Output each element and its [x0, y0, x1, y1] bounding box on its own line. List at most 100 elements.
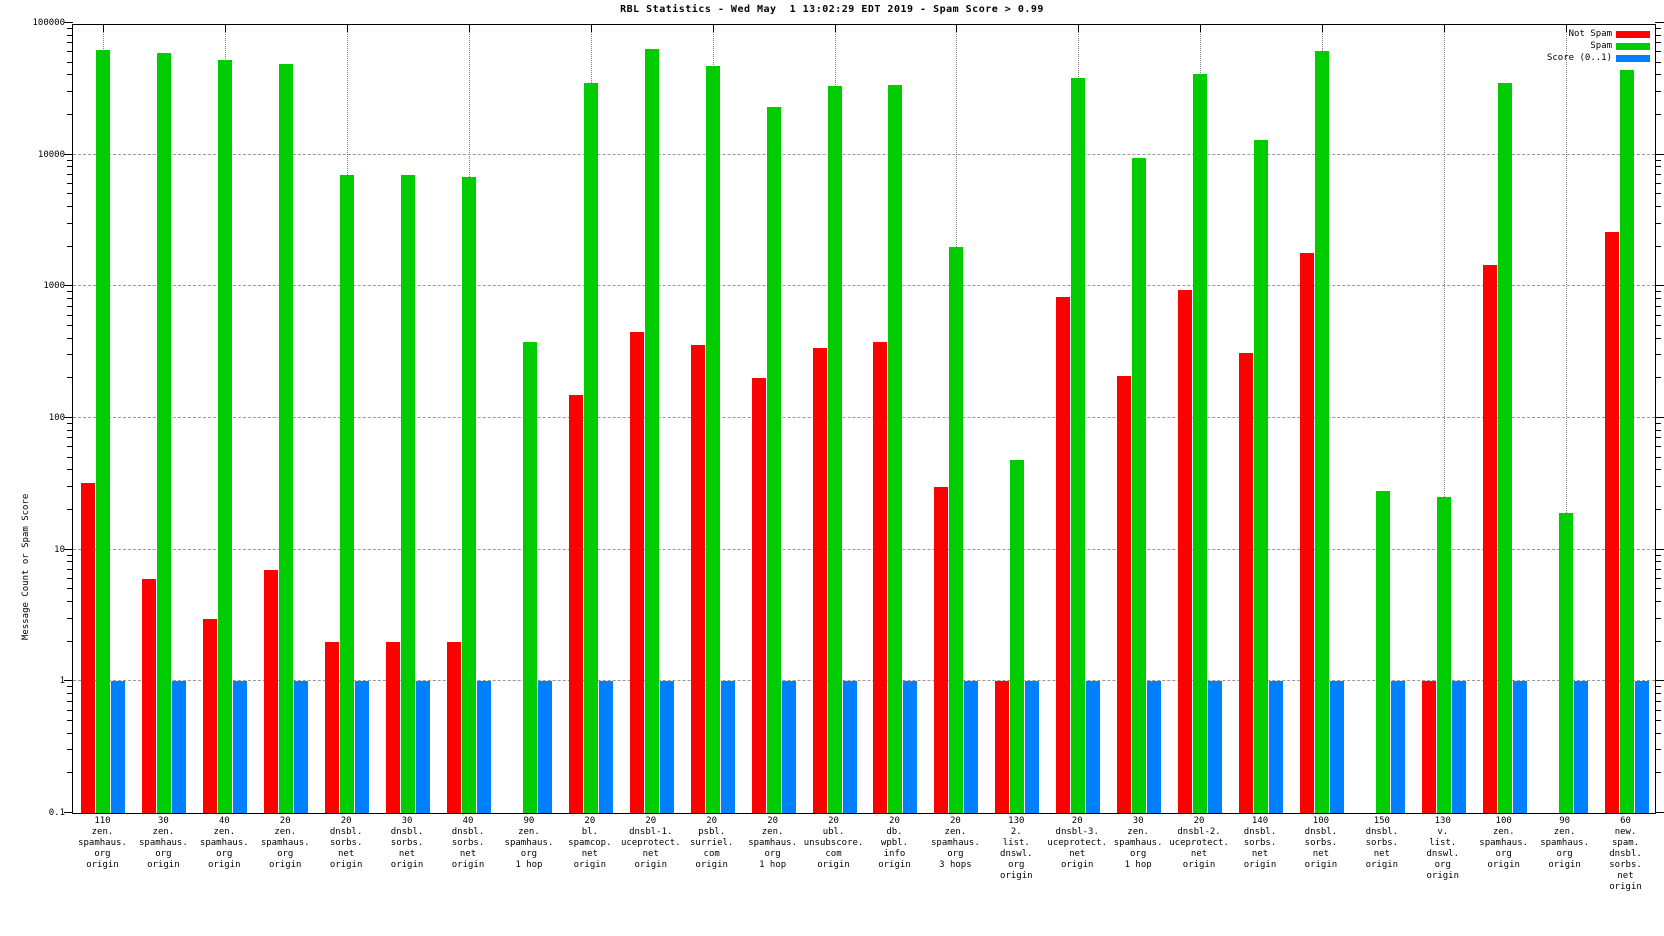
bar-group [873, 25, 918, 813]
bar-spam [1619, 69, 1634, 813]
y-axis-tick-minor [1655, 749, 1661, 751]
y-axis-tick-minor [1655, 377, 1661, 379]
bar-notspam [142, 578, 157, 813]
legend-swatch [1616, 42, 1650, 50]
bar-score [1451, 681, 1466, 813]
x-axis-tick [1566, 25, 1567, 32]
bar-group [1239, 25, 1283, 813]
bar-score [172, 681, 187, 813]
bar-notspam [568, 394, 583, 813]
legend-label: Score (0..1) [1546, 53, 1612, 63]
y-axis-tick-label: 100000 [32, 18, 65, 28]
y-axis-tick-minor [1655, 90, 1661, 92]
x-axis-tick-label: 20 dnsbl. sorbs. net origin [329, 816, 363, 870]
bar-notspam [1239, 353, 1253, 813]
x-axis-tick-label: 130 2. list. dnswl. org origin [1000, 816, 1033, 881]
x-axis-tick-label: 90 zen. spamhaus. org 1 hop [504, 816, 554, 870]
y-axis-tick-minor [67, 617, 73, 619]
y-axis-tick-minor [1655, 446, 1661, 448]
y-axis-tick-minor [1655, 719, 1661, 721]
y-axis-tick-minor [67, 554, 73, 556]
y-axis-tick-minor [67, 569, 73, 571]
y-axis-tick [1655, 417, 1664, 418]
y-axis-tick-minor [1655, 305, 1661, 307]
bar-score [781, 681, 796, 813]
y-axis-tick-label: 1 [59, 676, 65, 687]
y-axis-tick-label: 100 [48, 413, 65, 423]
bar-notspam [995, 681, 1010, 813]
bar-spam [888, 84, 903, 813]
bar-score [1147, 681, 1162, 813]
y-axis-tick-minor [1655, 298, 1661, 300]
y-axis-tick-minor [1655, 456, 1661, 458]
y-axis-tick-minor [1655, 429, 1661, 431]
y-axis-tick-minor [1655, 561, 1661, 563]
y-axis-tick-minor [67, 90, 73, 92]
bar-notspam [751, 378, 766, 813]
x-axis-tick-label: 20 psbl. surriel. com origin [690, 816, 734, 870]
y-axis-tick-minor [67, 561, 73, 563]
y-axis-tick-minor [67, 206, 73, 208]
legend-label: Not Spam [1568, 29, 1612, 39]
y-axis-tick-label: 1000 [43, 281, 65, 292]
x-axis-tick-label: 110 zen. spamhaus. org origin [78, 816, 127, 870]
bar-spam [644, 49, 659, 813]
y-axis-tick-minor [67, 772, 73, 774]
y-axis-tick-minor [1655, 206, 1661, 208]
gridline [73, 153, 1655, 155]
y-axis-tick-minor [1655, 74, 1661, 76]
x-axis-tick-label: 100 dnsbl. sorbs. net origin [1304, 816, 1338, 870]
bar-group [325, 25, 370, 813]
legend-swatch [1616, 30, 1650, 38]
bar-score [233, 681, 248, 813]
bar-notspam [873, 342, 888, 813]
bar-spam [583, 83, 598, 813]
bar-group [812, 25, 857, 813]
bar-spam [1071, 78, 1086, 813]
y-axis-tick-minor [67, 485, 73, 487]
x-axis-tick-label: 30 zen. spamhaus. org 1 hop [1113, 816, 1163, 870]
bar-group [508, 25, 552, 813]
y-axis-tick [1655, 22, 1664, 23]
x-axis-tick-label: 20 bl. spamcop. net origin [568, 816, 612, 870]
x-axis-tick [1444, 25, 1445, 32]
y-axis-tick-minor [67, 222, 73, 224]
y-axis-tick-minor [67, 423, 73, 425]
y-axis-tick-minor [1655, 640, 1661, 642]
bar-score [659, 681, 674, 813]
gridline [73, 417, 1655, 418]
y-axis-tick-minor [67, 509, 73, 511]
gridline [73, 548, 1655, 550]
y-axis-tick-minor [67, 577, 73, 579]
x-axis-tick [103, 25, 104, 32]
x-axis-tick-label: 90 zen. spamhaus. org origin [1540, 816, 1589, 870]
y-axis-tick-label: 0.1 [48, 808, 65, 818]
bar-spam [1314, 51, 1329, 813]
bar-spam [401, 175, 416, 813]
x-axis-tick-label: 30 dnsbl. sorbs. net origin [390, 816, 424, 870]
y-axis-title-wrap: Message Count or Spam Score [12, 0, 32, 790]
bar-group [1056, 25, 1101, 813]
y-axis-tick-minor [1655, 291, 1661, 293]
x-axis-tick [1200, 25, 1201, 32]
bar-notspam [629, 332, 644, 813]
bar-notspam [1421, 681, 1436, 813]
y-axis-tick-minor [67, 159, 73, 161]
y-axis-tick-minor [1655, 732, 1661, 734]
bar-notspam [934, 486, 949, 813]
y-axis-tick-minor [1655, 182, 1661, 184]
bar-score [111, 681, 126, 813]
bar-group [629, 25, 674, 813]
bar-group [1544, 25, 1588, 813]
y-axis-tick-minor [1655, 34, 1661, 36]
y-axis-tick-label: 10000 [37, 149, 65, 160]
bar-spam [949, 246, 964, 813]
y-axis-tick-minor [1655, 174, 1661, 176]
y-axis-tick-minor [67, 686, 73, 688]
bar-group [447, 25, 491, 813]
x-axis-tick-labels: 110 zen. spamhaus. org origin 30 zen. spa… [72, 816, 1656, 936]
y-axis-tick-minor [67, 305, 73, 307]
x-axis-tick [225, 25, 226, 32]
bar-spam [1254, 139, 1268, 813]
